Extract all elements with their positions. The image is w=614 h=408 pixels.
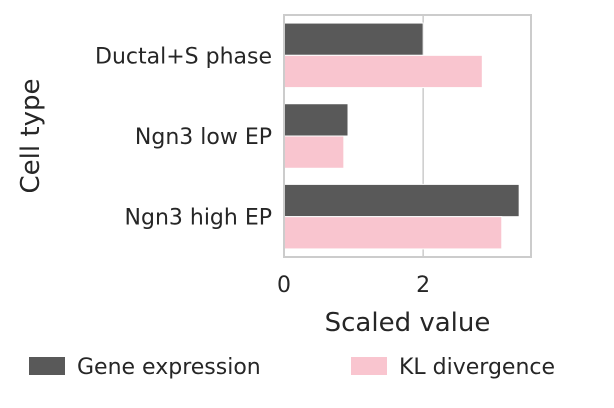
bar-gene-expression-2	[283, 183, 520, 218]
bar-kl-divergence-2	[283, 216, 503, 250]
y-tick-labels: Ductal+S phase Ngn3 low EP Ngn3 high EP	[95, 44, 272, 230]
y-tick-label: Ngn3 low EP	[135, 125, 272, 150]
bar-kl-divergence-0	[283, 54, 483, 89]
bar-kl-divergence-1	[283, 135, 345, 169]
x-axis-label: Scaled value	[325, 308, 491, 338]
x-tick-label: 0	[277, 273, 291, 298]
plot-frame	[283, 14, 532, 258]
y-tick-label: Ngn3 high EP	[125, 206, 272, 231]
y-axis-label: Cell type	[16, 79, 46, 194]
x-tick-label: 2	[416, 273, 430, 298]
legend: Gene expression KL divergence	[29, 355, 555, 380]
bars	[283, 22, 520, 250]
bar-gene-expression-0	[283, 22, 424, 56]
legend-label-gene-expression: Gene expression	[77, 355, 261, 380]
y-tick-label: Ductal+S phase	[95, 44, 272, 69]
legend-swatch-kl-divergence	[351, 357, 387, 375]
legend-label-kl-divergence: KL divergence	[399, 355, 555, 380]
legend-swatch-gene-expression	[29, 357, 65, 375]
bar-gene-expression-1	[283, 103, 349, 137]
